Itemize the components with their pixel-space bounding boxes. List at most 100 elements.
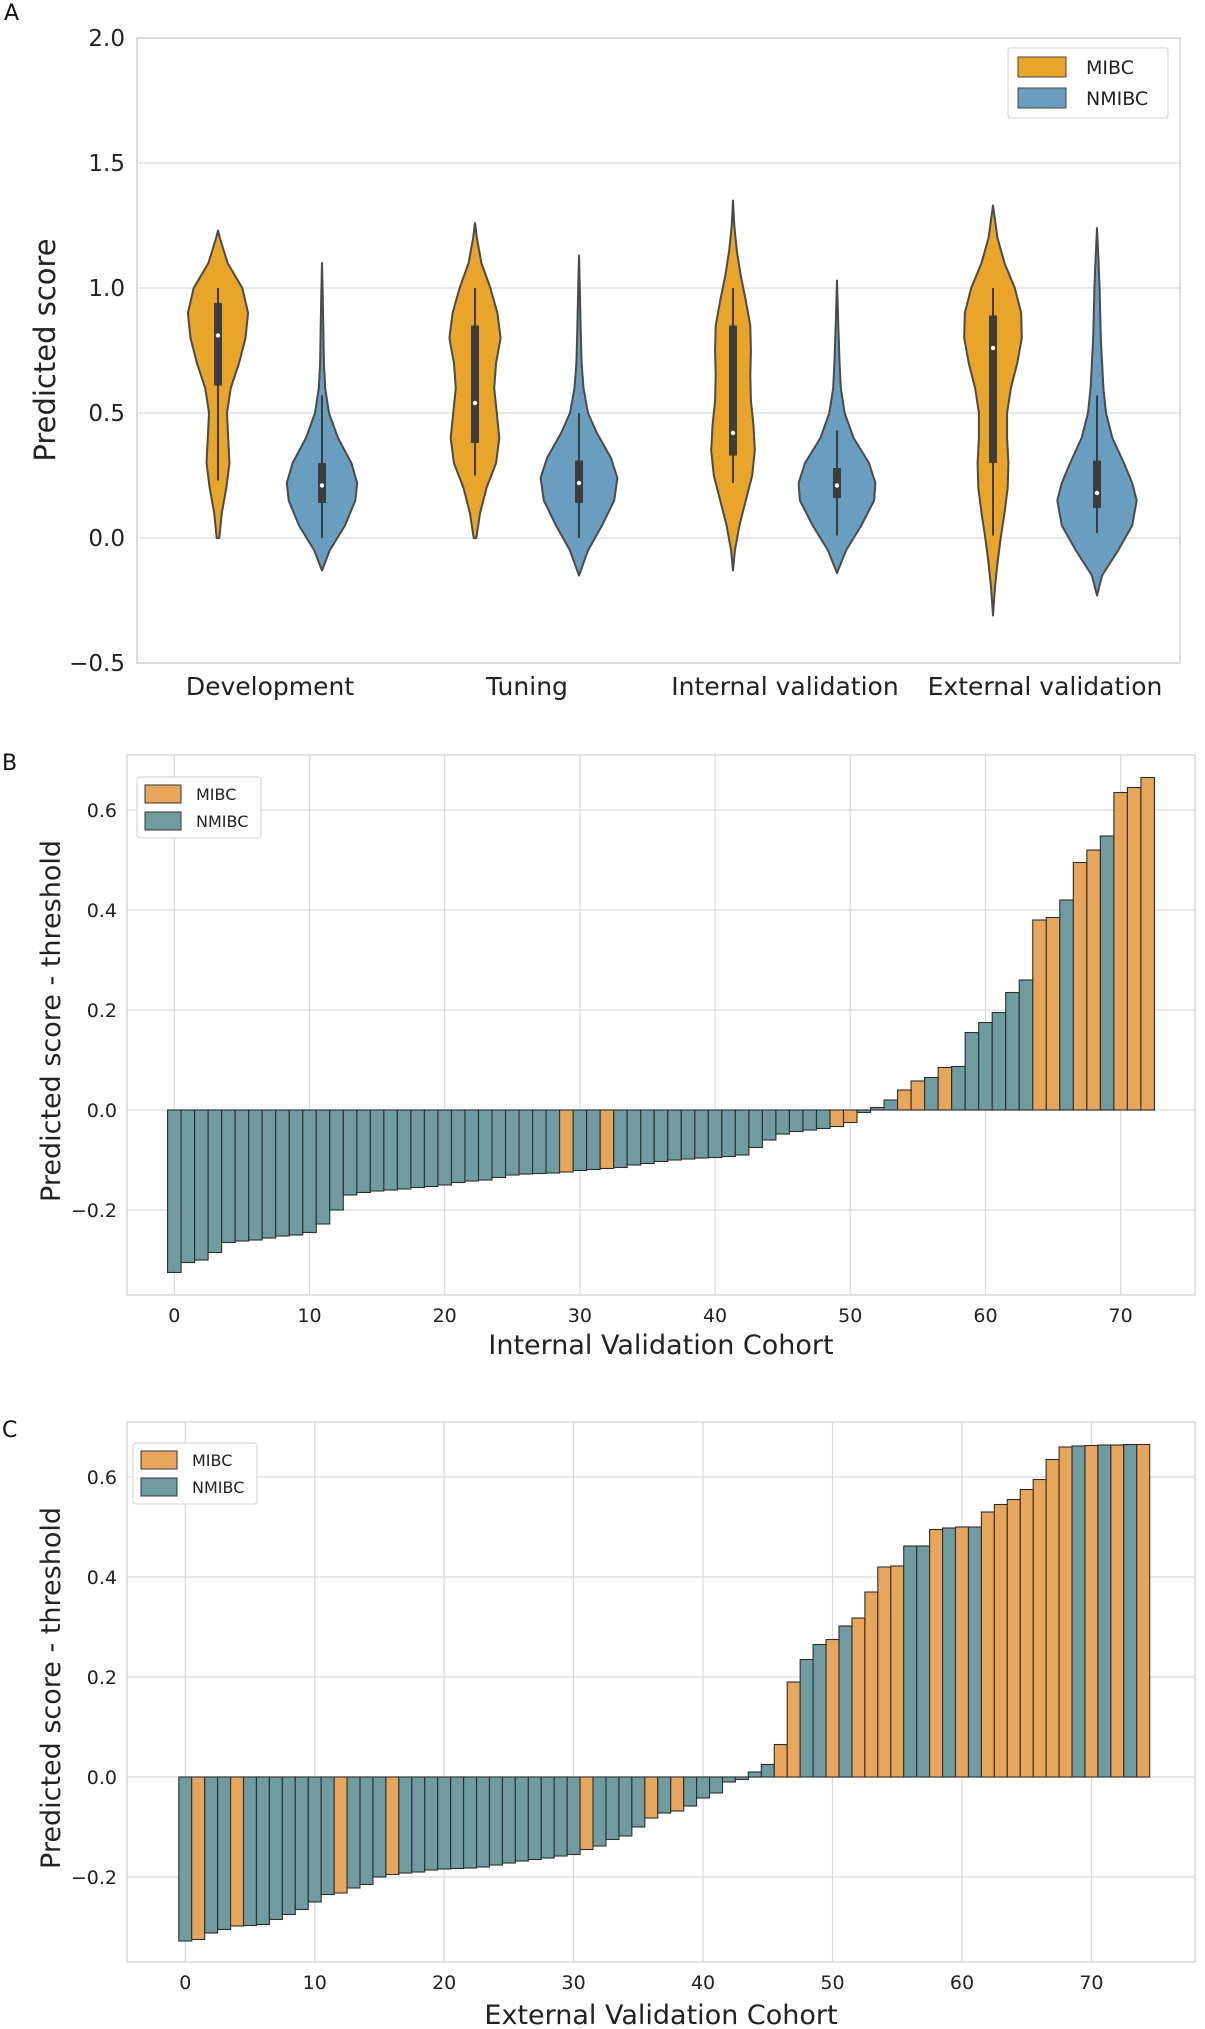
bar-mibc <box>897 1089 912 1111</box>
bar-mibc <box>644 1776 659 1819</box>
y-tick-label: −0.5 <box>69 651 125 677</box>
x-tick-label: 20 <box>432 1972 456 1994</box>
bar-nmibc <box>1123 1443 1138 1778</box>
bar-nmibc <box>410 1109 425 1189</box>
bar-nmibc <box>618 1776 633 1837</box>
bar-mibc <box>954 1526 970 1778</box>
bar-nmibc <box>194 1109 209 1261</box>
legend-label-nmibc: NMIBC <box>192 1478 244 1497</box>
bar-nmibc <box>217 1776 232 1931</box>
panel-a-violins <box>186 199 1138 617</box>
bar-nmibc <box>261 1109 277 1239</box>
bar-mibc <box>1086 849 1101 1111</box>
bar-mibc <box>829 1109 845 1128</box>
bar-mibc <box>851 1617 866 1778</box>
violin-median <box>319 483 325 488</box>
bar-nmibc <box>234 1109 250 1242</box>
violin-median <box>990 345 996 351</box>
bar-nmibc <box>1005 991 1020 1111</box>
violin-iqr-box <box>833 468 841 498</box>
bar-nmibc <box>1018 979 1034 1111</box>
bar-nmibc <box>372 1776 387 1878</box>
bar-nmibc <box>302 1109 317 1234</box>
bar-nmibc <box>424 1776 439 1871</box>
bar-mibc <box>773 1743 788 1778</box>
panel-a-legend: MIBC NMIBC <box>1007 47 1169 119</box>
bar-mibc <box>1032 1478 1047 1778</box>
bar-mibc <box>910 1080 926 1111</box>
violin-iqr-box <box>989 315 997 463</box>
legend-swatch-mibc <box>1017 56 1067 78</box>
y-tick-label: 2.0 <box>88 26 125 52</box>
bar-nmibc <box>501 1776 516 1864</box>
bar-mibc <box>599 1109 615 1170</box>
bar-mibc <box>1019 1488 1034 1778</box>
bar-nmibc <box>463 1776 478 1869</box>
panel-c-tick-labels: 0 10 20 30 40 50 60 70 −0.2 0.0 0.2 0.4 0.6 <box>71 1467 1104 1994</box>
bar-nmibc <box>294 1776 309 1911</box>
bar-nmibc <box>903 1545 918 1778</box>
bar-nmibc <box>869 1106 885 1111</box>
bar-nmibc <box>248 1109 263 1241</box>
x-tick-label: 40 <box>691 1972 715 1994</box>
bar-nmibc <box>423 1109 439 1188</box>
bar-nmibc <box>721 1776 736 1783</box>
legend-swatch-mibc <box>144 784 182 804</box>
bar-nmibc <box>812 1643 827 1778</box>
x-tick-label: 60 <box>973 1305 997 1327</box>
bar-mibc <box>559 1109 574 1173</box>
bar-nmibc <box>799 1658 814 1778</box>
violin-iqr-box <box>1093 460 1101 508</box>
panel-a-x-tick-labels: Development Tuning Internal validation Exte… <box>186 672 1163 701</box>
bar-nmibc <box>586 1109 601 1171</box>
bar-nmibc <box>532 1109 547 1175</box>
bar-nmibc <box>488 1776 503 1866</box>
bar-mibc <box>864 1591 879 1778</box>
legend-label-nmibc: NMIBC <box>196 812 248 831</box>
bar-mibc <box>842 1109 858 1124</box>
x-tick-label: 20 <box>433 1305 457 1327</box>
bar-nmibc <box>242 1776 258 1927</box>
x-tick-label: 10 <box>297 1305 321 1327</box>
y-tick-label: 0.0 <box>87 1100 117 1122</box>
violin-nmibc <box>797 279 877 574</box>
panel-c-x-axis-label: External Validation Cohort <box>484 2000 837 2029</box>
legend-swatch-mibc <box>140 1450 178 1470</box>
bar-mibc <box>1072 861 1088 1111</box>
y-tick-label: 0.2 <box>87 1000 117 1022</box>
bar-nmibc <box>761 1109 777 1141</box>
panel-a-y-axis-label: Predicted score <box>28 238 62 461</box>
bar-mibc <box>385 1776 400 1876</box>
y-tick-label: 0.4 <box>87 1567 117 1589</box>
panel-b-bars <box>167 776 1155 1274</box>
bar-mibc <box>333 1776 348 1894</box>
bar-nmibc <box>978 1021 993 1111</box>
bar-mibc <box>890 1565 905 1778</box>
bar-nmibc <box>694 1109 709 1159</box>
bar-nmibc <box>346 1776 361 1889</box>
bar-nmibc <box>437 1109 453 1186</box>
bar-nmibc <box>696 1776 711 1799</box>
bar-nmibc <box>307 1776 322 1903</box>
x-tick-label: 70 <box>1109 1305 1133 1327</box>
y-tick-label: 0.6 <box>87 1467 117 1489</box>
bar-nmibc <box>180 1109 196 1264</box>
bar-nmibc <box>964 1031 980 1111</box>
panel-a-y-tick-labels: −0.5 0.0 0.5 1.0 1.5 2.0 <box>69 26 125 677</box>
bar-nmibc <box>329 1109 344 1211</box>
x-tick-label: 30 <box>568 1305 592 1327</box>
bar-mibc <box>1140 776 1155 1111</box>
bar-nmibc <box>1059 899 1074 1111</box>
y-tick-label: −0.2 <box>71 1200 117 1222</box>
bar-mibc <box>1045 916 1061 1111</box>
bar-nmibc <box>572 1109 588 1172</box>
bar-nmibc <box>592 1776 607 1847</box>
bar-nmibc <box>721 1109 736 1158</box>
bar-nmibc <box>631 1776 646 1828</box>
panel-b-tick-labels: 0 10 20 30 40 50 60 70 −0.2 0.0 0.2 0.4 0.6 <box>71 800 1133 1327</box>
bar-mibc <box>1032 919 1047 1111</box>
bar-nmibc <box>527 1776 542 1861</box>
legend-swatch-nmibc <box>1017 87 1067 109</box>
bar-nmibc <box>942 1527 957 1778</box>
panel-b-legend: MIBC NMIBC <box>136 776 262 839</box>
